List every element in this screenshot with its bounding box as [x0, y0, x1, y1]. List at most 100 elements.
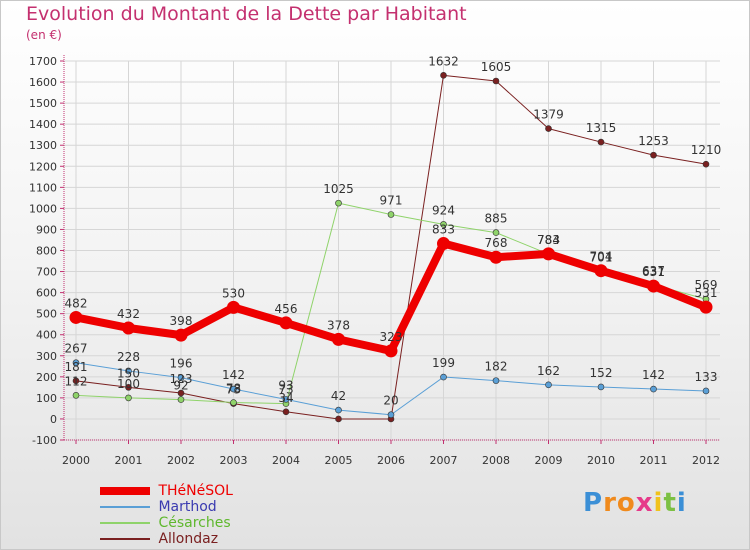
data-label-allondaz: 1379 [533, 108, 564, 122]
legend-item-allondaz: Allondaz [100, 532, 233, 546]
data-label-c-sarches: 112 [65, 374, 88, 388]
data-label-th-n-sol: 530 [222, 286, 245, 300]
y-tick-label: 1300 [29, 139, 57, 152]
x-tick-label: 2007 [430, 454, 458, 467]
proxiti-logo: Proxiti [583, 488, 687, 518]
data-label-allondaz: 150 [117, 366, 140, 380]
data-label-marthod: 42 [331, 389, 346, 403]
data-point-th-n-sol [332, 332, 345, 346]
data-point-th-n-sol [174, 328, 188, 342]
logo-letter: x [635, 488, 654, 518]
data-label-c-sarches: 885 [485, 212, 508, 226]
data-label-marthod: 199 [432, 356, 455, 370]
data-label-marthod: 196 [170, 357, 193, 371]
data-label-marthod: 182 [485, 360, 508, 374]
legend-label-allondaz: Allondaz [158, 531, 219, 547]
data-label-th-n-sol: 482 [65, 296, 88, 310]
y-tick-label: 800 [36, 245, 57, 258]
x-tick-label: 2011 [640, 454, 668, 467]
y-tick-label: 1600 [29, 76, 57, 89]
y-tick-label: 300 [36, 350, 57, 363]
data-point-th-n-sol [279, 316, 293, 330]
data-point-th-n-sol [384, 344, 398, 358]
y-tick-label: 500 [36, 308, 57, 321]
data-point-allondaz [72, 377, 80, 385]
x-tick-label: 2012 [692, 454, 720, 467]
data-label-c-sarches: 92 [173, 379, 188, 393]
data-label-allondaz: 34 [278, 391, 293, 405]
logo-letter: i [653, 488, 664, 518]
data-point-c-sarches [177, 396, 185, 403]
x-tick-label: 2006 [377, 454, 405, 467]
data-label-c-sarches: 783 [537, 233, 560, 247]
data-label-c-sarches: 73 [278, 383, 293, 397]
data-point-th-n-sol [69, 310, 83, 324]
data-label-allondaz: 1210 [691, 143, 722, 157]
data-label-c-sarches: 637 [642, 264, 665, 278]
data-point-th-n-sol [122, 321, 135, 335]
data-point-allondaz [492, 77, 500, 85]
data-point-marthod [230, 385, 237, 393]
data-point-marthod [177, 374, 185, 381]
data-label-allondaz: 73 [226, 383, 241, 397]
data-point-marthod [597, 383, 605, 391]
y-tick-label: -100 [32, 434, 57, 447]
legend-swatch-thenesol [100, 487, 150, 495]
data-label-th-n-sol: 631 [642, 265, 665, 279]
logo-letter: t [663, 488, 677, 518]
data-label-marthod: 142 [642, 368, 665, 382]
y-tick-label: 400 [36, 329, 57, 342]
x-tick-label: 2008 [482, 454, 510, 467]
data-label-marthod: 93 [278, 378, 293, 392]
logo-letter: r [603, 488, 617, 518]
x-tick-label: 2003 [220, 454, 248, 467]
data-point-allondaz [702, 160, 710, 168]
data-point-allondaz [125, 384, 132, 391]
data-point-c-sarches [335, 199, 342, 207]
data-point-marthod [125, 367, 132, 375]
y-tick-label: 900 [36, 223, 57, 236]
data-label-marthod: 142 [222, 368, 245, 382]
data-point-allondaz [440, 72, 447, 79]
data-point-th-n-sol [437, 237, 450, 251]
data-point-allondaz [650, 151, 657, 159]
data-label-th-n-sol: 784 [537, 233, 560, 247]
legend-label-cesarches: Césarches [158, 515, 231, 531]
data-label-th-n-sol: 378 [327, 318, 350, 332]
x-tick-label: 2002 [167, 454, 195, 467]
chart-title: Evolution du Montant de la Dette par Hab… [26, 3, 467, 25]
data-point-th-n-sol [699, 300, 713, 314]
data-point-marthod [702, 387, 710, 395]
data-label-c-sarches: 701 [590, 250, 613, 264]
x-tick-label: 2009 [535, 454, 563, 467]
data-label-marthod: 20 [383, 394, 398, 408]
y-tick-label: 1100 [29, 181, 57, 194]
data-point-allondaz [335, 415, 342, 423]
data-label-c-sarches: 78 [226, 382, 241, 396]
data-point-c-sarches [440, 221, 447, 228]
series-lines [69, 72, 713, 423]
data-point-allondaz [545, 125, 552, 132]
legend-item-thenesol: THéNéSOL [100, 484, 233, 498]
x-tick-label: 2001 [115, 454, 143, 467]
legend-item-cesarches: Césarches [100, 516, 233, 530]
data-point-th-n-sol [489, 250, 503, 264]
x-tick-label: 2005 [325, 454, 353, 467]
data-label-allondaz: 1605 [481, 60, 512, 74]
y-tick-label: 100 [36, 392, 57, 405]
y-tick-label: 600 [36, 287, 57, 300]
data-point-marthod [282, 396, 290, 403]
data-label-allondaz: 1315 [586, 121, 617, 135]
logo-letter: i [676, 488, 687, 518]
data-label-marthod: 228 [117, 350, 140, 364]
axes: -100 0 100 200 300 400 500 600 700 800 900 1000 1100… [29, 55, 720, 467]
y-tick-label: 1400 [29, 118, 57, 131]
legend-swatch-allondaz [100, 538, 150, 540]
data-label-marthod: 152 [590, 366, 613, 380]
y-tick-label: 0 [50, 413, 57, 426]
data-point-c-sarches [72, 392, 80, 399]
data-label-allondaz: 1253 [638, 134, 669, 148]
data-point-allondaz [282, 408, 290, 416]
